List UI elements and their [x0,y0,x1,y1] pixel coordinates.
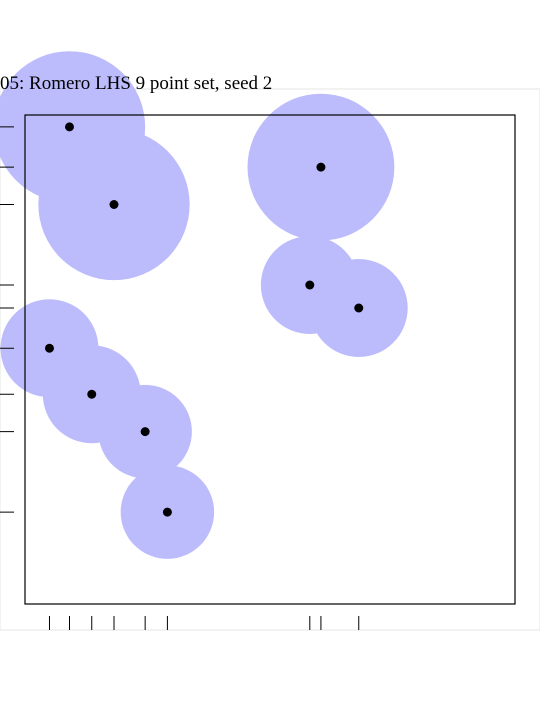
data-point [305,280,315,290]
data-point [354,303,364,313]
data-point [316,162,326,172]
data-point [140,427,150,437]
plot-frame [24,114,516,605]
data-point [162,507,172,517]
axis-ticks [0,126,360,630]
data-point [109,200,119,209]
data-point [87,389,97,399]
data-point [44,343,54,353]
data-points [44,122,364,517]
chart-title: 05: Romero LHS 9 point set, seed 2 [0,73,272,94]
data-point [65,122,74,132]
